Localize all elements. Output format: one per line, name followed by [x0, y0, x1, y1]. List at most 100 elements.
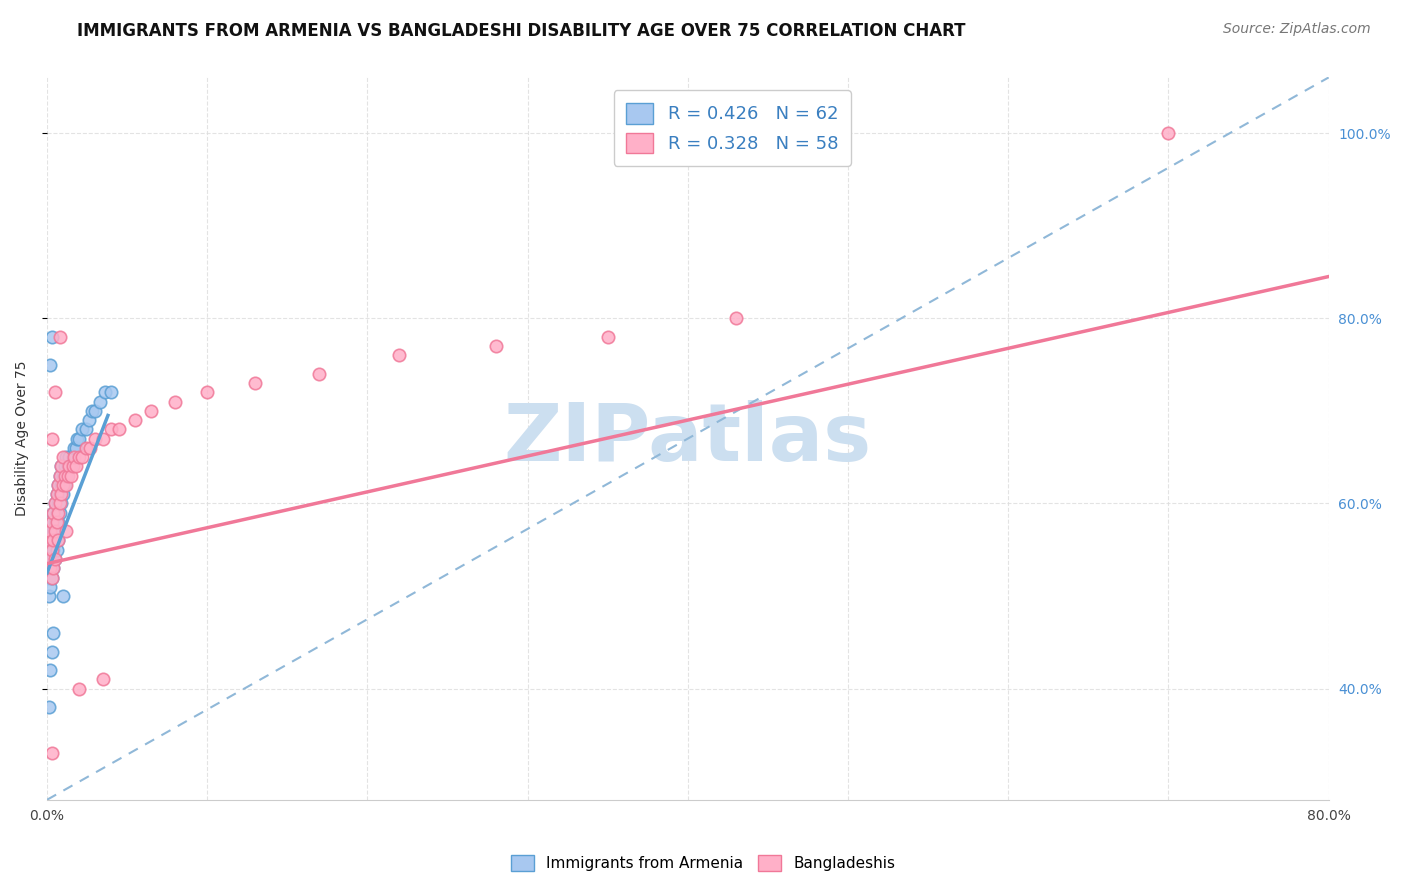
Point: [41, 570, 63, 584]
Point: [75, 441, 97, 455]
Point: [1157, 126, 1180, 140]
Point: [58, 450, 80, 464]
Point: [45, 506, 67, 520]
Point: [63, 450, 86, 464]
Point: [42, 524, 65, 539]
Point: [72, 422, 94, 436]
Point: [91, 432, 114, 446]
Point: [41, 330, 63, 344]
Y-axis label: Disability Age Over 75: Disability Age Over 75: [15, 361, 30, 516]
Point: [49, 496, 72, 510]
Point: [65, 441, 87, 455]
Point: [72, 450, 94, 464]
Point: [245, 376, 267, 390]
Point: [38, 700, 60, 714]
Point: [45, 515, 67, 529]
Point: [51, 459, 73, 474]
Point: [91, 673, 114, 687]
Point: [38, 533, 60, 548]
Point: [42, 542, 65, 557]
Point: [45, 487, 67, 501]
Point: [484, 339, 506, 353]
Point: [42, 626, 65, 640]
Point: [67, 432, 90, 446]
Point: [52, 487, 75, 501]
Point: [44, 385, 66, 400]
Point: [38, 552, 60, 566]
Point: [124, 413, 146, 427]
Point: [100, 422, 122, 436]
Point: [49, 487, 72, 501]
Point: [39, 561, 62, 575]
Point: [93, 385, 115, 400]
Legend: R = 0.426   N = 62, R = 0.328   N = 58: R = 0.426 N = 62, R = 0.328 N = 58: [613, 90, 851, 166]
Point: [39, 358, 62, 372]
Point: [77, 413, 100, 427]
Point: [75, 422, 97, 436]
Point: [89, 394, 111, 409]
Point: [51, 487, 73, 501]
Point: [44, 552, 66, 566]
Point: [62, 450, 84, 464]
Point: [46, 478, 69, 492]
Point: [42, 506, 65, 520]
Point: [46, 496, 69, 510]
Point: [100, 385, 122, 400]
Point: [44, 496, 66, 510]
Point: [724, 311, 747, 326]
Point: [41, 515, 63, 529]
Point: [42, 561, 65, 575]
Point: [44, 515, 66, 529]
Point: [62, 459, 84, 474]
Point: [42, 506, 65, 520]
Point: [60, 459, 83, 474]
Point: [51, 459, 73, 474]
Point: [49, 468, 72, 483]
Text: ZIPatlas: ZIPatlas: [503, 400, 872, 477]
Point: [42, 561, 65, 575]
Point: [60, 468, 83, 483]
Point: [56, 468, 79, 483]
Point: [41, 515, 63, 529]
Point: [53, 468, 76, 483]
Point: [39, 524, 62, 539]
Point: [49, 506, 72, 520]
Point: [45, 487, 67, 501]
Point: [55, 450, 77, 464]
Point: [41, 533, 63, 548]
Point: [39, 580, 62, 594]
Point: [63, 441, 86, 455]
Point: [66, 432, 89, 446]
Point: [46, 533, 69, 548]
Point: [39, 561, 62, 575]
Point: [53, 478, 76, 492]
Point: [49, 330, 72, 344]
Point: [55, 524, 77, 539]
Point: [41, 644, 63, 658]
Point: [44, 524, 66, 539]
Point: [41, 542, 63, 557]
Point: [52, 450, 75, 464]
Text: Source: ZipAtlas.com: Source: ZipAtlas.com: [1223, 22, 1371, 37]
Point: [42, 533, 65, 548]
Point: [39, 663, 62, 677]
Point: [84, 404, 107, 418]
Point: [49, 468, 72, 483]
Point: [51, 478, 73, 492]
Point: [52, 468, 75, 483]
Point: [41, 432, 63, 446]
Text: IMMIGRANTS FROM ARMENIA VS BANGLADESHI DISABILITY AGE OVER 75 CORRELATION CHART: IMMIGRANTS FROM ARMENIA VS BANGLADESHI D…: [77, 22, 966, 40]
Point: [80, 404, 103, 418]
Point: [52, 589, 75, 603]
Point: [39, 524, 62, 539]
Point: [79, 441, 101, 455]
Point: [44, 533, 66, 548]
Point: [56, 459, 79, 474]
Point: [65, 459, 87, 474]
Point: [41, 570, 63, 584]
Point: [53, 459, 76, 474]
Point: [45, 542, 67, 557]
Point: [195, 385, 218, 400]
Point: [108, 422, 131, 436]
Point: [308, 367, 330, 381]
